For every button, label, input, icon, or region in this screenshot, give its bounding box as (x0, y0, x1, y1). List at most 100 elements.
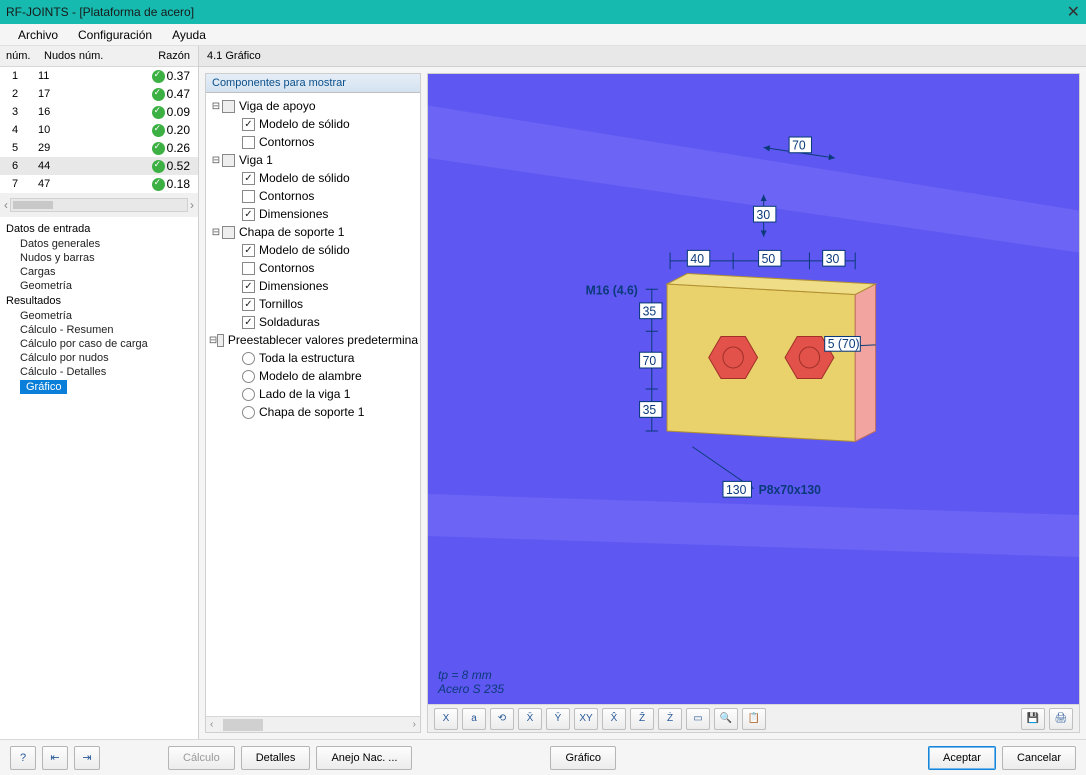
svg-text:35: 35 (643, 403, 657, 417)
svg-text:70: 70 (792, 138, 806, 152)
radio[interactable] (242, 388, 255, 401)
tree-node[interactable]: Contornos (208, 133, 418, 151)
table-row[interactable]: 5290.26 (0, 139, 198, 157)
tree-node[interactable]: Modelo de sólido (208, 241, 418, 259)
nav-item[interactable]: Cálculo por nudos (0, 351, 198, 365)
viewport-toolbar: Xa⟲X̄ȲXYX̂ẐŻ▭🔍📋 💾🖨 (428, 704, 1079, 732)
nav-item[interactable]: Datos generales (0, 237, 198, 251)
svg-text:P8x70x130: P8x70x130 (759, 483, 821, 497)
toolbar-button[interactable]: 📋 (742, 708, 766, 730)
grid-scrollbar[interactable]: ‹› (0, 193, 198, 217)
toolbar-button[interactable]: ▭ (686, 708, 710, 730)
check-icon (152, 124, 165, 137)
folder-icon (222, 226, 235, 239)
radio[interactable] (242, 352, 255, 365)
checkbox[interactable] (242, 244, 255, 257)
table-row[interactable]: 6440.52 (0, 157, 198, 175)
check-icon (152, 106, 165, 119)
check-icon (152, 70, 165, 83)
toolbar-button[interactable]: Ẑ (630, 708, 654, 730)
tree-node[interactable]: Tornillos (208, 295, 418, 313)
tree-node[interactable]: Contornos (208, 187, 418, 205)
checkbox[interactable] (242, 298, 255, 311)
nav-item[interactable]: Cálculo por caso de carga (0, 337, 198, 351)
header-num: núm. (0, 46, 38, 66)
grafico-button[interactable]: Gráfico (550, 746, 615, 770)
toolbar-button[interactable]: Ȳ (546, 708, 570, 730)
toolbar-button[interactable]: X̄ (518, 708, 542, 730)
nav-item[interactable]: Nudos y barras (0, 251, 198, 265)
toolbar-button[interactable]: a (462, 708, 486, 730)
prev-button[interactable]: ⇤ (42, 746, 68, 770)
nav-item[interactable]: Geometría (0, 309, 198, 323)
table-row[interactable]: 2170.47 (0, 85, 198, 103)
panel-title: 4.1 Gráfico (199, 46, 1086, 67)
help-button[interactable]: ? (10, 746, 36, 770)
checkbox[interactable] (242, 262, 255, 275)
toolbar-button[interactable]: Ż (658, 708, 682, 730)
check-icon (152, 88, 165, 101)
tree-node[interactable]: Toda la estructura (208, 349, 418, 367)
close-icon[interactable]: ✕ (1067, 2, 1080, 22)
checkbox[interactable] (242, 190, 255, 203)
view-3d[interactable]: 70 30 40 50 30 M16 (4.6) 35 70 35 5 (70)… (428, 74, 1079, 704)
cancel-button[interactable]: Cancelar (1002, 746, 1076, 770)
title-bar: RF-JOINTS - [Plataforma de acero] ✕ (0, 0, 1086, 24)
tree-node[interactable]: ⊟Viga de apoyo (208, 97, 418, 115)
toolbar-button[interactable]: 💾 (1021, 708, 1045, 730)
menu-file[interactable]: Archivo (8, 26, 68, 44)
table-row[interactable]: 7470.18 (0, 175, 198, 193)
nav-item-grafico[interactable]: Gráfico (20, 380, 67, 394)
nav-item[interactable]: Cálculo - Detalles (0, 365, 198, 379)
tree-node[interactable]: Modelo de sólido (208, 169, 418, 187)
calc-button[interactable]: Cálculo (168, 746, 235, 770)
checkbox[interactable] (242, 208, 255, 221)
ok-button[interactable]: Aceptar (928, 746, 996, 770)
toolbar-button[interactable]: 🖨 (1049, 708, 1073, 730)
next-button[interactable]: ⇥ (74, 746, 100, 770)
footer-bar: ? ⇤ ⇥ Cálculo Detalles Anejo Nac. ... Gr… (0, 739, 1086, 775)
tree-node[interactable]: Soldaduras (208, 313, 418, 331)
checkbox[interactable] (242, 316, 255, 329)
tree-node[interactable]: Modelo de sólido (208, 115, 418, 133)
checkbox[interactable] (242, 280, 255, 293)
radio[interactable] (242, 406, 255, 419)
tree-node[interactable]: Dimensiones (208, 277, 418, 295)
radio[interactable] (242, 370, 255, 383)
tree-node[interactable]: Dimensiones (208, 205, 418, 223)
table-row[interactable]: 1110.37 (0, 67, 198, 85)
checkbox[interactable] (242, 118, 255, 131)
nav-item[interactable]: Geometría (0, 279, 198, 293)
details-button[interactable]: Detalles (241, 746, 311, 770)
toolbar-button[interactable]: XY (574, 708, 598, 730)
toolbar-button[interactable]: X (434, 708, 458, 730)
toolbar-button[interactable]: 🔍 (714, 708, 738, 730)
component-tree-panel: Componentes para mostrar ⊟Viga de apoyoM… (205, 73, 421, 733)
anejo-button[interactable]: Anejo Nac. ... (316, 746, 412, 770)
tree-node[interactable]: ⊟Preestablecer valores predetermina (208, 331, 418, 349)
tree-node[interactable]: ⊟Viga 1 (208, 151, 418, 169)
tree-node[interactable]: Modelo de alambre (208, 367, 418, 385)
tree-node[interactable]: Lado de la viga 1 (208, 385, 418, 403)
svg-text:40: 40 (690, 252, 704, 266)
folder-icon (222, 154, 235, 167)
toolbar-button[interactable]: X̂ (602, 708, 626, 730)
table-row[interactable]: 4100.20 (0, 121, 198, 139)
tree-node[interactable]: ⊟Chapa de soporte 1 (208, 223, 418, 241)
tree-node[interactable]: Contornos (208, 259, 418, 277)
tree-title: Componentes para mostrar (206, 74, 420, 93)
check-icon (152, 160, 165, 173)
toolbar-button[interactable]: ⟲ (490, 708, 514, 730)
menu-help[interactable]: Ayuda (162, 26, 216, 44)
checkbox[interactable] (242, 136, 255, 149)
left-panel: núm. Nudos núm. Razón 1110.372170.473160… (0, 46, 199, 739)
svg-text:35: 35 (643, 304, 657, 318)
nav-item[interactable]: Cargas (0, 265, 198, 279)
tree-node[interactable]: Chapa de soporte 1 (208, 403, 418, 421)
nav-item[interactable]: Cálculo - Resumen (0, 323, 198, 337)
tree-scrollbar[interactable]: ‹› (206, 716, 420, 732)
table-row[interactable]: 3160.09 (0, 103, 198, 121)
checkbox[interactable] (242, 172, 255, 185)
nav-tree: Datos de entrada Datos generalesNudos y … (0, 217, 198, 739)
menu-config[interactable]: Configuración (68, 26, 162, 44)
